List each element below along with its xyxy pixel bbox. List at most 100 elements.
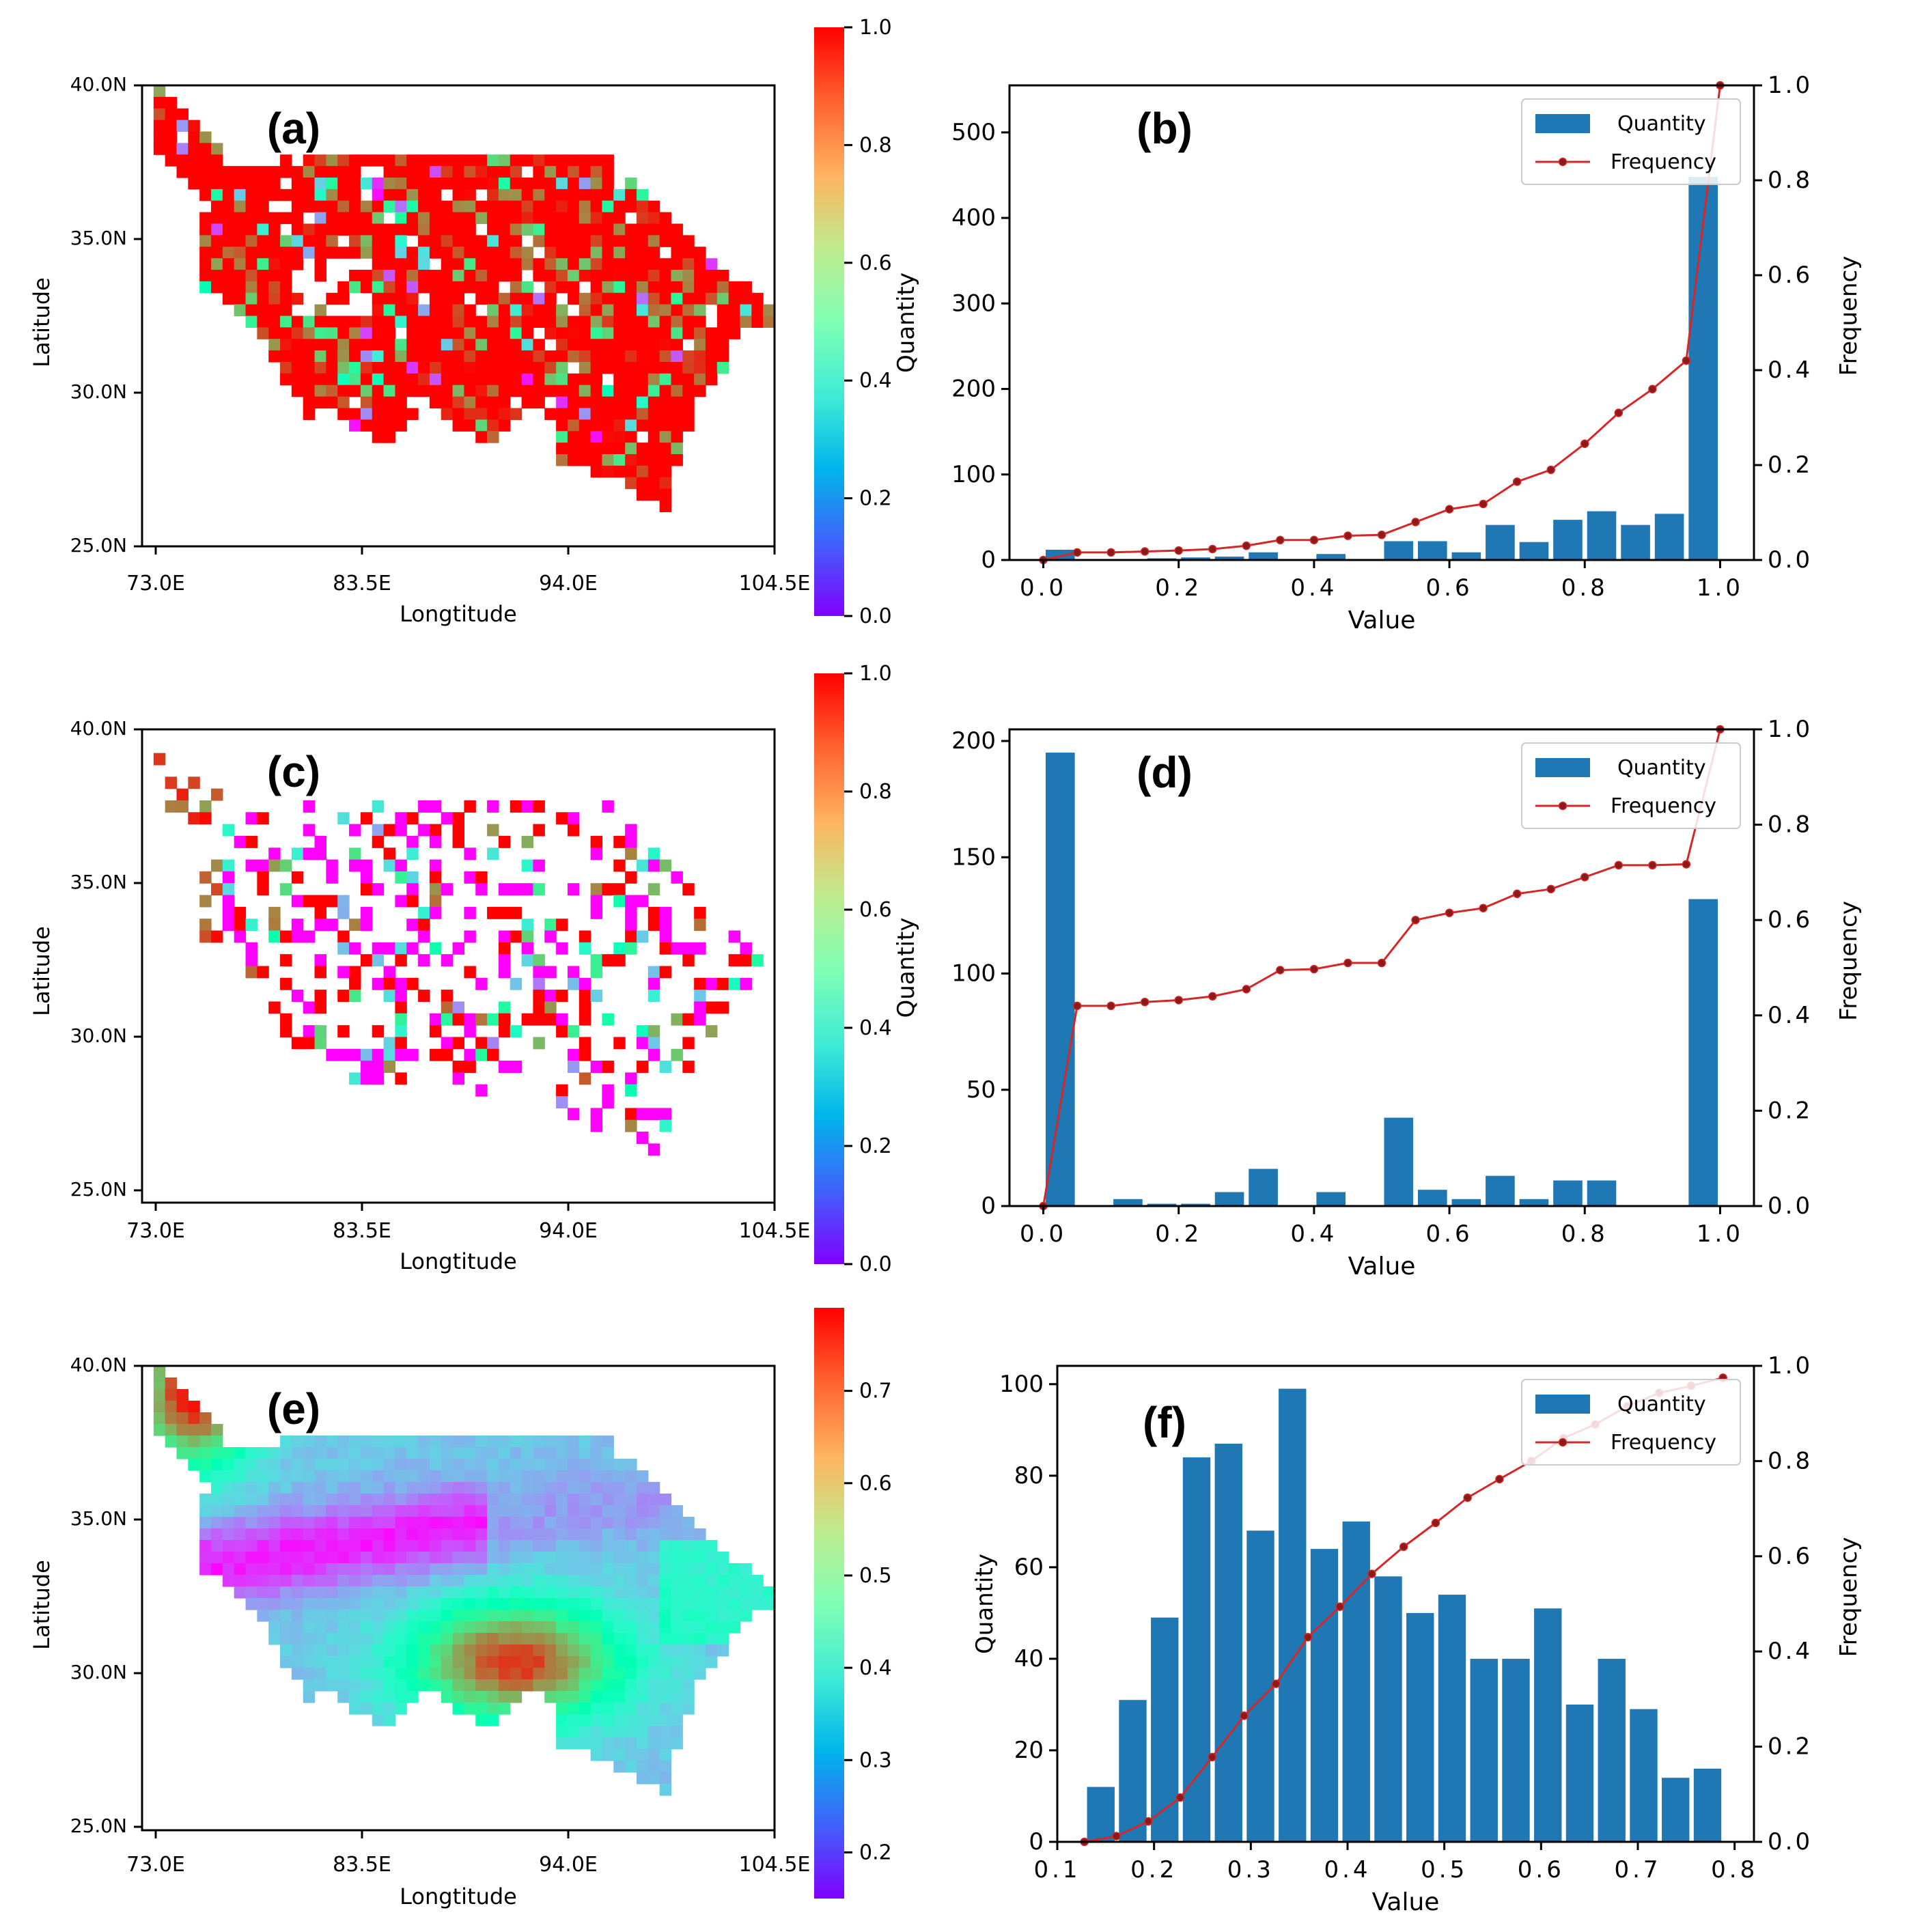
map-cell [337,1644,350,1657]
map-cell [211,1424,223,1436]
map-cell [395,384,407,397]
map-cell [395,188,407,201]
map-cell [705,1610,718,1622]
map-cell [625,1668,637,1680]
map-cell [567,327,580,339]
map-cell [349,188,361,201]
map-cell [429,154,442,167]
map-cell [510,166,522,178]
map-cell [590,1703,603,1715]
map-cell [360,1540,373,1552]
legend-label-frequency: Frequency [1611,794,1716,818]
map-cell [487,373,499,386]
map-cell [372,1517,385,1529]
map-cell [245,316,257,328]
map-cell [613,1494,626,1506]
map-cell [475,1586,488,1599]
map-cell [763,1598,775,1610]
map-cell [682,362,695,374]
map-cell [452,1013,465,1026]
map-cell [602,154,614,167]
map-cell [625,1644,637,1657]
map-cell [199,1436,212,1448]
map-cell [579,1494,591,1506]
map-cell [694,292,706,305]
map-cell [165,1436,178,1448]
map-cell [682,235,695,247]
map-cell [487,270,499,282]
map-cell [303,166,316,178]
map-cell [659,1749,672,1761]
map-cell [671,373,683,386]
bar [1662,1778,1690,1842]
map-cell [567,1470,580,1483]
map-cell [245,919,257,932]
map-cell [567,1494,580,1506]
map-cell [682,258,695,270]
map-cell [544,1436,557,1448]
bar [1249,1168,1278,1206]
map-cell [337,316,350,328]
map-cell [395,1540,407,1552]
map-cell [337,188,350,201]
map-cell [222,270,235,282]
map-cell [464,1586,476,1599]
map-cell [567,1505,580,1517]
map-cell [268,930,281,943]
map-cell [567,1586,580,1599]
map-cell [406,1598,419,1610]
map-cell [418,1505,430,1517]
map-cell [314,270,326,282]
map-cell [326,895,338,908]
map-cell [579,1679,591,1692]
x-tick-label: 73.0E [126,1219,185,1243]
map-cell [314,373,326,386]
map-cell [487,1517,499,1529]
map-cell [441,990,454,1003]
map-cell [406,1505,419,1517]
map-cell [647,919,660,932]
map-cell [544,1586,557,1599]
map-cell [602,1459,614,1471]
map-cell [487,258,499,270]
map-cell [222,1470,235,1483]
map-cell [579,362,591,374]
map-cell [671,1679,683,1692]
map-cell [280,258,292,270]
map-cell [682,1575,695,1587]
map-cell [349,1552,361,1564]
map-cell [452,247,465,259]
map-cell [636,1679,649,1692]
map-cell [487,384,499,397]
map-cell [510,1482,522,1494]
map-cell [383,384,395,397]
map-cell [544,930,557,943]
map-cell [498,1061,511,1074]
map-cell [625,1703,637,1715]
map-cell [602,304,614,317]
map-cell [636,454,649,466]
map-cell [199,223,212,236]
map-cell [211,223,223,236]
map-cell [280,1552,292,1564]
map-cell [590,154,603,167]
map-cell [544,1517,557,1529]
map-cell [395,281,407,294]
map-cell [360,1621,373,1634]
map-cell [268,327,281,339]
map-cell [395,977,407,990]
map-cell [636,1025,649,1038]
map-cell [418,223,430,236]
map-cell [521,1644,534,1657]
map-cell [337,1586,350,1599]
map-cell [372,1470,385,1483]
map-cell [406,1048,419,1061]
map-cell [452,212,465,225]
map-cell [521,883,534,896]
map-cell [671,396,683,409]
map-cell [613,431,626,443]
map-cell [682,281,695,294]
map-cell [556,270,568,282]
map-cell [268,270,281,282]
map-cell [314,327,326,339]
